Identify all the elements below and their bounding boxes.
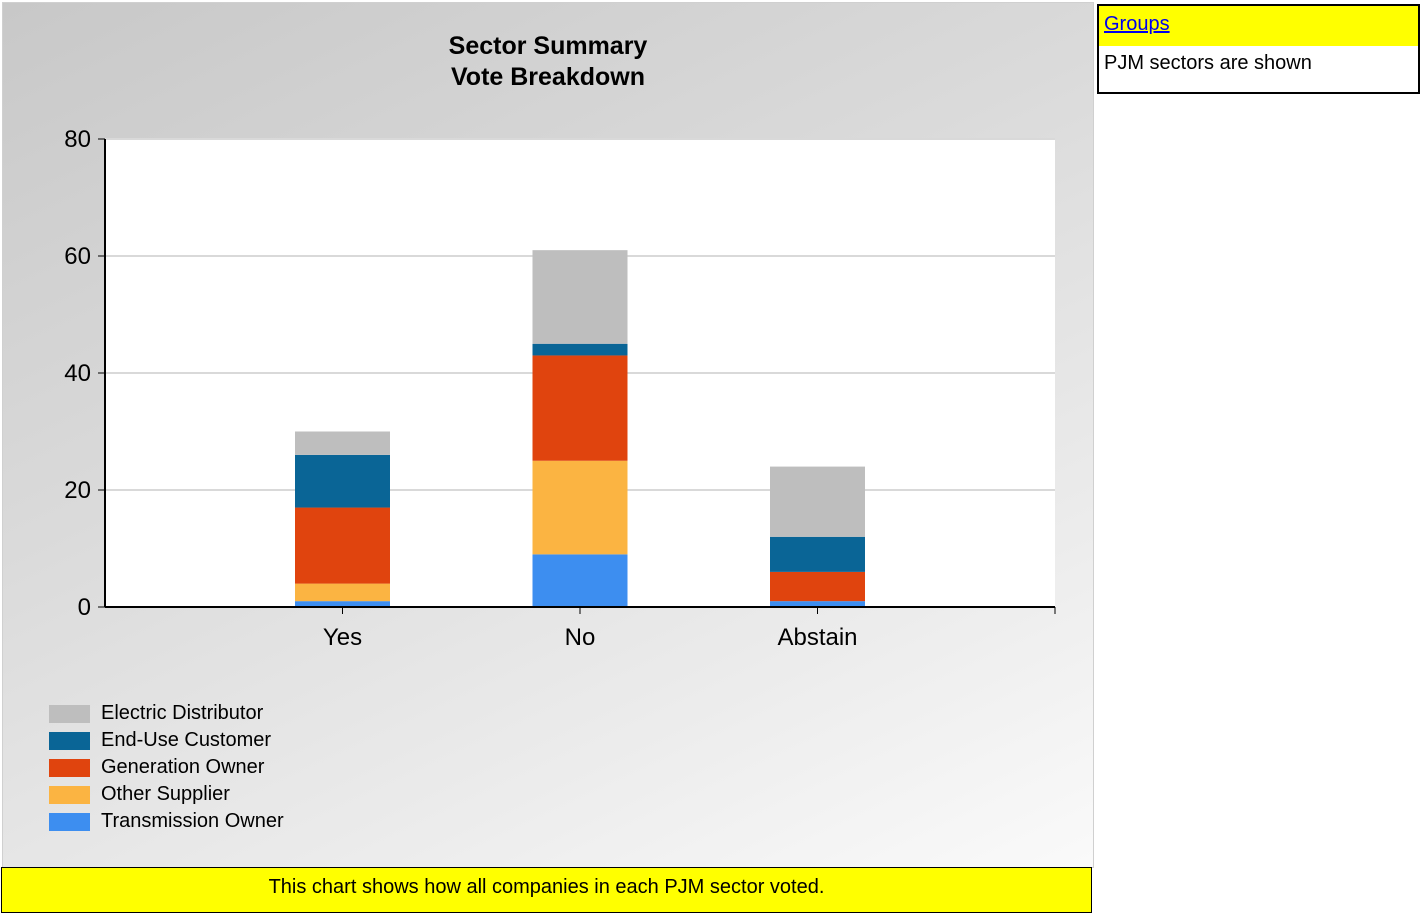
chart-caption: This chart shows how all companies in ea… bbox=[1, 867, 1092, 913]
chart-plot: 0 20 40 60 80 Yes No Abstain bbox=[64, 126, 1056, 651]
bar-segment bbox=[770, 571, 865, 602]
legend-label: End-Use Customer bbox=[101, 729, 272, 751]
bar-segment bbox=[770, 466, 865, 537]
legend-label: Other Supplier bbox=[101, 783, 230, 805]
bar-segment bbox=[532, 554, 628, 607]
chart-title: Sector Summary Vote Breakdown bbox=[3, 31, 1093, 93]
legend-swatch bbox=[49, 704, 90, 723]
legend-swatch bbox=[49, 785, 90, 804]
bar-segment bbox=[295, 454, 390, 508]
bar-segment bbox=[532, 343, 628, 356]
groups-description: PJM sectors are shown bbox=[1104, 52, 1312, 74]
chart-title-line2: Vote Breakdown bbox=[450, 63, 646, 91]
legend-swatch bbox=[49, 812, 90, 831]
legend-item: Transmission Owner bbox=[49, 808, 284, 835]
chart-title-line1: Sector Summary bbox=[448, 32, 648, 60]
y-tick-label: 60 bbox=[64, 243, 91, 270]
groups-header: Groups bbox=[1099, 6, 1418, 46]
y-tick-label: 0 bbox=[78, 594, 91, 621]
x-tick-label: Yes bbox=[323, 624, 362, 651]
legend-swatch bbox=[49, 758, 90, 777]
legend-label: Transmission Owner bbox=[101, 810, 284, 832]
bar-segment bbox=[295, 601, 390, 607]
legend-label: Electric Distributor bbox=[101, 702, 264, 724]
bar-segment bbox=[295, 583, 390, 602]
groups-panel: Groups PJM sectors are shown bbox=[1097, 4, 1420, 94]
y-tick-label: 40 bbox=[64, 360, 91, 387]
bar-segment bbox=[295, 431, 390, 455]
y-tick-label: 20 bbox=[64, 477, 91, 504]
bar-segment bbox=[532, 250, 628, 344]
legend-item: Other Supplier bbox=[49, 781, 284, 808]
x-tick-label: Abstain bbox=[777, 624, 857, 651]
groups-link[interactable]: Groups bbox=[1104, 13, 1170, 35]
bar-segment bbox=[532, 460, 628, 555]
x-tick-label: No bbox=[565, 624, 596, 651]
bar-segment bbox=[295, 507, 390, 584]
legend-swatch bbox=[49, 731, 90, 750]
y-tick-label: 80 bbox=[64, 126, 91, 153]
chart-legend: Electric Distributor End-Use Customer Ge… bbox=[49, 700, 284, 835]
legend-item: Generation Owner bbox=[49, 754, 284, 781]
chart-panel: Sector Summary Vote Breakdown 0 20 40 60 80 Y… bbox=[2, 2, 1094, 868]
legend-item: End-Use Customer bbox=[49, 727, 284, 754]
bar-segment bbox=[770, 601, 865, 607]
bar-segment bbox=[532, 355, 628, 461]
legend-item: Electric Distributor bbox=[49, 700, 284, 727]
legend-label: Generation Owner bbox=[101, 756, 265, 778]
bar-segment bbox=[770, 536, 865, 572]
